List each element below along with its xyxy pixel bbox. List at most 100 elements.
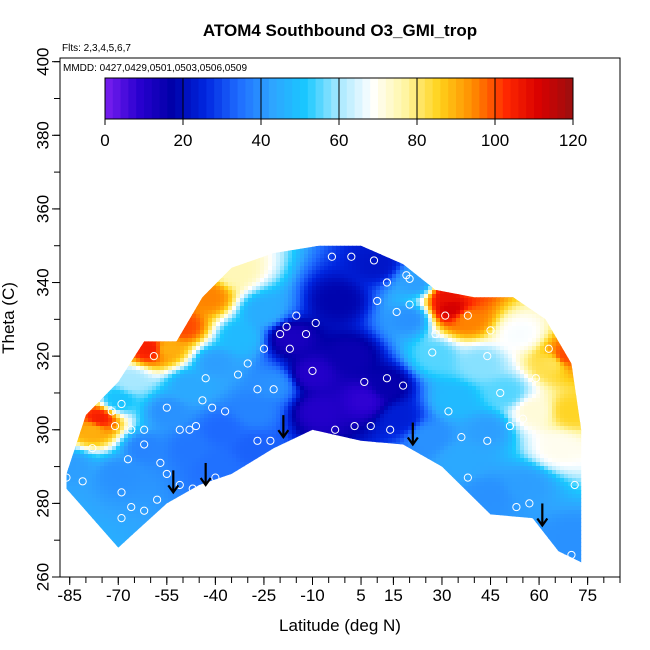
heatmap-cell: [164, 498, 169, 503]
heatmap-cell: [200, 386, 205, 391]
heatmap-cell: [112, 474, 117, 479]
heatmap-cell: [148, 434, 153, 439]
heatmap-cell: [132, 486, 137, 491]
heatmap-cell: [180, 446, 185, 451]
heatmap-cell: [124, 422, 129, 427]
heatmap-cell: [148, 502, 153, 507]
heatmap-cell: [208, 382, 213, 387]
heatmap-cell: [66, 486, 69, 491]
heatmap-cell: [124, 410, 129, 415]
heatmap-cell: [156, 374, 161, 379]
heatmap-cell: [164, 366, 169, 371]
heatmap-cell: [196, 334, 201, 339]
heatmap-cell: [172, 454, 177, 459]
heatmap-cell: [152, 454, 157, 459]
heatmap-cell: [136, 358, 141, 363]
heatmap-cell: [104, 406, 109, 411]
heatmap-cell: [188, 350, 193, 355]
heatmap-cell: [76, 450, 81, 455]
heatmap-cell: [188, 370, 193, 375]
heatmap-cell: [204, 342, 209, 347]
heatmap-cell: [192, 374, 197, 379]
heatmap-cell: [116, 458, 121, 463]
heatmap-cell: [188, 482, 193, 487]
heatmap-cell: [176, 414, 181, 419]
heatmap-cell: [204, 350, 209, 355]
heatmap-cell: [148, 486, 153, 491]
heatmap-cell: [204, 406, 209, 411]
heatmap-cell: [132, 390, 137, 395]
heatmap-cell: [96, 470, 101, 475]
heatmap-cell: [164, 342, 169, 347]
heatmap-cell: [108, 414, 113, 419]
heatmap-cell: [108, 510, 113, 515]
heatmap-cell: [196, 406, 201, 411]
heatmap-cell: [116, 410, 121, 415]
heatmap-cell: [208, 342, 213, 347]
heatmap-cell: [76, 470, 81, 475]
heatmap-cell: [152, 378, 157, 383]
heatmap-cell: [136, 466, 141, 471]
heatmap-cell: [108, 434, 113, 439]
heatmap-cell: [112, 538, 117, 543]
heatmap-cell: [116, 522, 121, 527]
heatmap-cell: [188, 342, 193, 347]
heatmap-cell: [136, 518, 141, 523]
heatmap-cell: [66, 474, 69, 479]
heatmap-cell: [148, 442, 153, 447]
heatmap-cell: [204, 410, 209, 415]
heatmap-cell: [180, 454, 185, 459]
heatmap-cell: [66, 482, 69, 487]
heatmap-cell: [180, 406, 185, 411]
heatmap-cell: [148, 386, 153, 391]
heatmap-cell: [92, 514, 97, 519]
heatmap-cell: [208, 374, 213, 379]
heatmap-cell: [204, 306, 209, 311]
heatmap-cell: [196, 366, 201, 371]
heatmap-cell: [164, 414, 169, 419]
heatmap-cell: [148, 402, 153, 407]
heatmap-cell: [128, 486, 133, 491]
heatmap-cell: [112, 454, 117, 459]
heatmap-cell: [120, 470, 125, 475]
heatmap-cell: [104, 478, 109, 483]
heatmap-cell: [184, 478, 189, 483]
heatmap-cell: [116, 482, 121, 487]
heatmap-cell: [104, 506, 109, 511]
heatmap-cell: [148, 390, 153, 395]
heatmap-cell: [132, 422, 137, 427]
heatmap-cell: [168, 346, 173, 351]
heatmap-cell: [152, 462, 157, 467]
heatmap-cell: [196, 458, 201, 463]
heatmap-cell: [188, 398, 193, 403]
heatmap-cell: [80, 470, 85, 475]
heatmap-cell: [124, 374, 129, 379]
heatmap-cell: [196, 466, 201, 471]
heatmap-cell: [76, 494, 81, 499]
heatmap-cell: [136, 502, 141, 507]
heatmap-cell: [172, 386, 177, 391]
heatmap-cell: [124, 386, 129, 391]
heatmap-cell: [144, 402, 149, 407]
heatmap-cell: [172, 438, 177, 443]
heatmap-cell: [140, 398, 145, 403]
heatmap-cell: [96, 418, 101, 423]
heatmap-cell: [200, 454, 205, 459]
heatmap-cell: [76, 442, 81, 447]
heatmap-cell: [156, 354, 161, 359]
heatmap-cell: [132, 454, 137, 459]
heatmap-cell: [168, 426, 173, 431]
heatmap-cell: [208, 410, 213, 415]
heatmap-cell: [144, 398, 149, 403]
heatmap-cell: [116, 430, 121, 435]
heatmap-cell: [188, 486, 193, 491]
heatmap-cell: [68, 482, 73, 487]
heatmap-cell: [188, 366, 193, 371]
heatmap-cell: [120, 486, 125, 491]
heatmap-cell: [100, 526, 105, 531]
heatmap-cell: [100, 446, 105, 451]
heatmap-cell: [168, 374, 173, 379]
heatmap-cell: [156, 342, 161, 347]
heatmap-cell: [128, 430, 133, 435]
heatmap-cell: [96, 498, 101, 503]
